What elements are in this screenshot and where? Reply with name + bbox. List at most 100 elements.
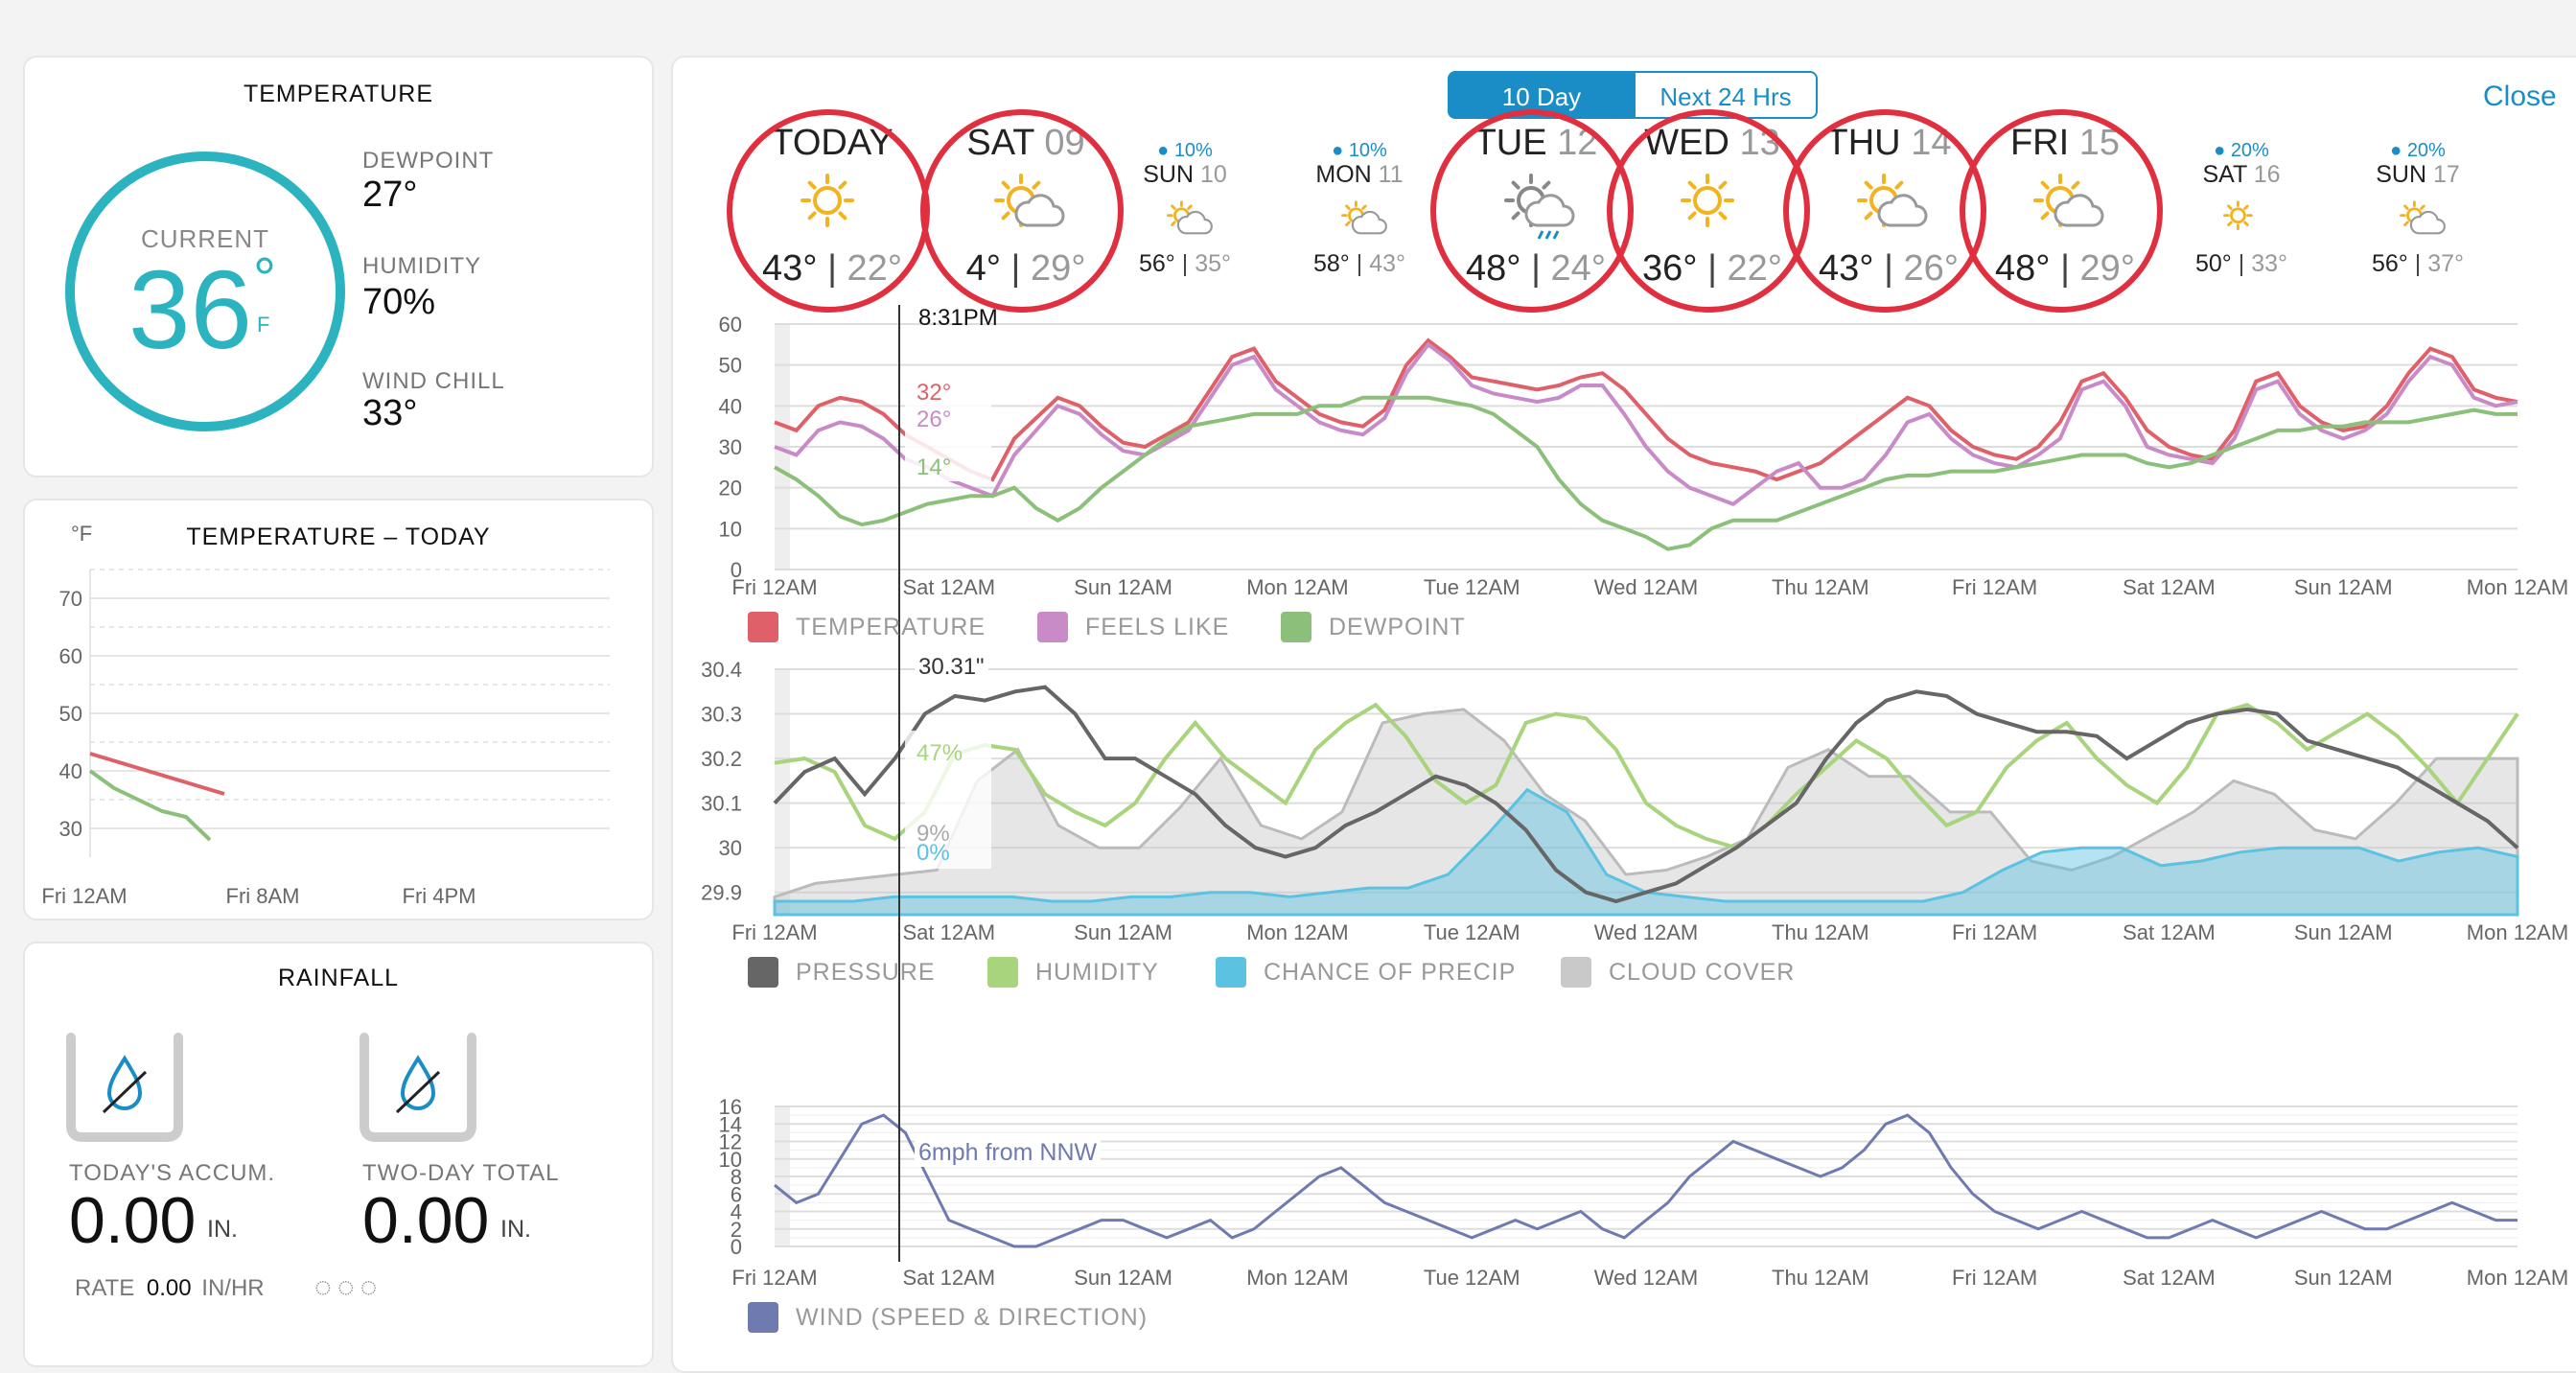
precip-value: 10%: [1348, 140, 1387, 161]
forecast-day-2[interactable]: ● 10% SUN 10 56° | 35°: [1103, 140, 1266, 278]
dewpoint-label: DEWPOINT: [362, 148, 495, 174]
day-name: TODAY: [771, 123, 893, 163]
precip-value: 20%: [2230, 140, 2269, 161]
humidity-value: 70%: [362, 282, 436, 322]
today-temperature-card: TEMPERATURE – TODAY °F 70 60 50 40 30 Fri 12AM…: [23, 499, 654, 920]
legend-swatch: [1561, 957, 1591, 988]
today-accum-unit: IN.: [207, 1216, 238, 1243]
current-temperature-card: TEMPERATURE CURRENT 36 ° F DEWPOINT 27° …: [23, 56, 654, 477]
twoday-total-label: TWO-DAY TOTAL: [362, 1160, 560, 1186]
forecast-day-3[interactable]: ● 10% MON 11 58° | 43°: [1278, 140, 1441, 278]
day-date: 12: [1557, 123, 1598, 163]
partly-cloudy-icon: [1167, 200, 1213, 235]
forecast-day-1[interactable]: SAT 09 4° | 29°: [920, 123, 1131, 290]
raindrop-icon: ●: [2214, 140, 2226, 161]
rainfall-title: RAINFALL: [277, 965, 400, 991]
dewpoint-value: 27°: [362, 175, 418, 215]
cursor-wind: 6mph from NNW: [915, 1139, 1102, 1167]
raindrop-icon: ●: [1157, 140, 1170, 161]
current-temperature-ring: [65, 151, 345, 431]
legend-dewpoint[interactable]: DEWPOINT: [1281, 612, 1466, 642]
raindrop-icon: ◌: [360, 1271, 383, 1303]
x-tick-label: Fri 8AM: [226, 884, 300, 903]
day-temps: 58° | 43°: [1312, 250, 1406, 277]
day-temps: 36° | 22°: [1642, 248, 1782, 289]
day-temps: 56° | 37°: [2371, 250, 2465, 277]
legend-feels-like[interactable]: FEELS LIKE: [1037, 612, 1229, 642]
day-low: 29°: [2079, 248, 2135, 289]
day-temps: 56° | 35°: [1138, 250, 1232, 277]
day-high: 43°: [1819, 248, 1874, 289]
today-temperature-chart: °F 70 60 50 40 30 Fri 12AM Fri 8AM Fri 4PM: [41, 522, 610, 903]
day-high: 36°: [1642, 248, 1698, 289]
forecast-day-4[interactable]: TUE 12 48° | 24°: [1430, 123, 1641, 290]
sun-icon: [2223, 200, 2253, 231]
day-name: THU 14: [1825, 123, 1952, 163]
rainfall-card: RAINFALL TODAY'S ACCUM. 0.00 IN. TWO-DAY…: [23, 942, 654, 1367]
precip-chance: ● 20%: [2336, 140, 2499, 161]
partly-cloudy-icon: [1857, 174, 1928, 227]
forecast-day-7[interactable]: FRI 15 48° | 29°: [1960, 123, 2170, 290]
day-high: 4°: [965, 248, 1001, 289]
precip-chance: ● 10%: [1103, 140, 1266, 161]
cursor-temperature: 32°: [917, 380, 952, 406]
legend-pressure[interactable]: PRESSURE: [748, 957, 936, 988]
cursor-pressure: 30.31": [915, 654, 988, 681]
forecast-day-8[interactable]: ● 20% SAT 16 50° | 33°: [2160, 140, 2323, 278]
tab-next-24-hrs[interactable]: Next 24 Hrs: [1634, 71, 1818, 119]
y-tick-label: 50: [59, 702, 82, 726]
day-low: 29°: [1030, 248, 1086, 289]
legend-swatch: [1281, 612, 1311, 642]
legend-temperature[interactable]: TEMPERATURE: [748, 612, 986, 642]
legend-humidity[interactable]: HUMIDITY: [987, 957, 1159, 988]
y-tick-label: 30: [59, 817, 82, 841]
raindrop-icon: ●: [2390, 140, 2402, 161]
y-tick-label: 70: [59, 587, 82, 611]
y-tick-label: 40: [59, 759, 82, 783]
sun-icon: [1681, 174, 1734, 227]
day-high: 48°: [1466, 248, 1521, 289]
day-date: 14: [1911, 123, 1952, 163]
legend-swatch: [748, 612, 778, 642]
rate-unit: IN/HR: [201, 1275, 265, 1301]
day-low: 24°: [1550, 248, 1606, 289]
tab-10-day[interactable]: 10 Day: [1448, 71, 1636, 119]
forecast-day-9[interactable]: ● 20% SUN 17 56° | 37°: [2336, 140, 2499, 278]
precip-value: 20%: [2406, 140, 2446, 161]
legend-label: HUMIDITY: [1035, 958, 1159, 986]
day-name: SUN 10: [1143, 161, 1227, 188]
day-low: 35°: [1195, 250, 1232, 277]
day-temps: 4° | 29°: [965, 248, 1086, 289]
day-name: TUE 12: [1474, 123, 1598, 163]
day-low: 43°: [1369, 250, 1406, 277]
legend-chance-of-precip[interactable]: CHANCE OF PRECIP: [1216, 957, 1516, 988]
legend-cloud-cover[interactable]: CLOUD COVER: [1561, 957, 1795, 988]
humidity-label: HUMIDITY: [362, 253, 481, 279]
cursor-humidity: 47%: [917, 740, 963, 766]
cursor-readout-box: [905, 376, 991, 481]
rate-value: 0.00: [146, 1275, 192, 1301]
close-button[interactable]: Close: [2483, 81, 2557, 112]
day-name: FRI 15: [2009, 123, 2121, 163]
current-label: CURRENT: [140, 224, 270, 253]
forecast-day-0[interactable]: TODAY 43° | 22°: [727, 123, 938, 290]
partly-cloudy-icon: [2400, 200, 2446, 235]
day-date: 17: [2432, 161, 2460, 188]
legend-label: CHANCE OF PRECIP: [1264, 958, 1517, 986]
windchill-value: 33°: [362, 393, 418, 433]
cursor-readout-box: [905, 731, 991, 869]
precip-chance: ● 10%: [1278, 140, 1441, 161]
day-name: SUN 17: [2376, 161, 2460, 188]
day-low: 37°: [2427, 250, 2465, 277]
day-date: 09: [1044, 123, 1085, 163]
today-dewpoint-line: [88, 769, 212, 842]
day-high: 56°: [2371, 250, 2408, 277]
rate-label: RATE: [75, 1275, 135, 1301]
day-temps: 43° | 22°: [762, 248, 902, 289]
legend-label: DEWPOINT: [1329, 613, 1466, 640]
partly-cloudy-icon: [994, 174, 1065, 227]
forecast-day-5[interactable]: WED 13 36° | 22°: [1607, 123, 1818, 290]
day-temps: 50° | 33°: [2194, 250, 2288, 277]
forecast-day-6[interactable]: THU 14 43° | 26°: [1783, 123, 1994, 290]
legend-wind[interactable]: WIND (SPEED & DIRECTION): [748, 1302, 1148, 1333]
